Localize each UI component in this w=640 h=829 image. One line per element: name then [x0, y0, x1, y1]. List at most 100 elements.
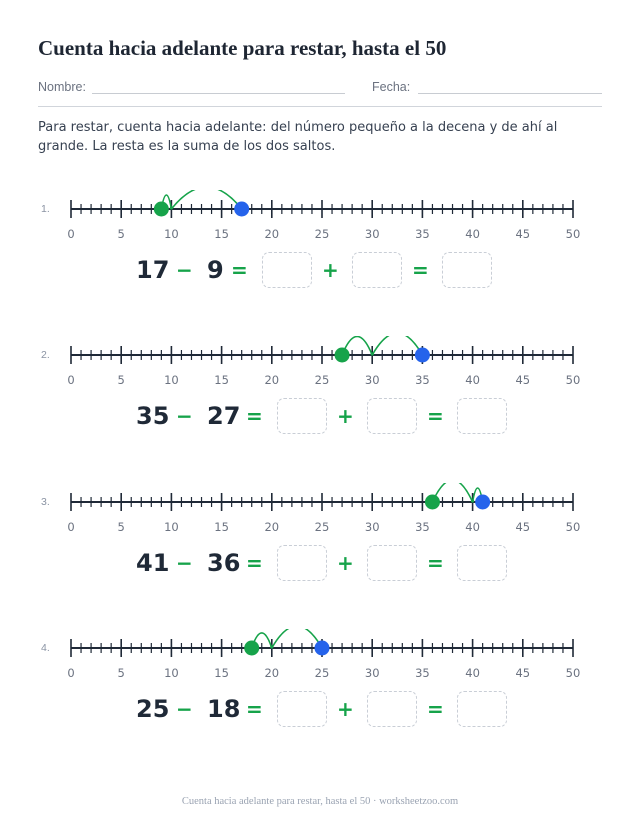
- tick-label: 25: [315, 227, 330, 241]
- equals-sign: =: [427, 404, 444, 428]
- second-jump-answer-box[interactable]: [352, 252, 402, 288]
- problem-number: 1.: [41, 203, 50, 215]
- number-line: 0 5 10 15 20 25 30 35 40 45 50: [67, 483, 580, 534]
- first-jump-answer-box[interactable]: [277, 691, 327, 727]
- tens-marker: [370, 352, 374, 356]
- problem-number: 4.: [41, 642, 50, 654]
- difference-answer-box[interactable]: [457, 691, 507, 727]
- tick-label: 0: [67, 373, 74, 387]
- equals-sign: =: [427, 551, 444, 575]
- problem-2: 2. 0 5 10 15 20 25 30 35 40 45 50 35 − 27 = + =: [0, 336, 640, 466]
- header-divider: [38, 106, 602, 107]
- equation: 41 − 36 = + =: [0, 545, 640, 585]
- equation: 25 − 18 = + =: [0, 691, 640, 731]
- tick-label: 45: [515, 520, 530, 534]
- tick-label: 30: [365, 666, 380, 680]
- tens-marker: [169, 206, 173, 210]
- plus-sign: +: [322, 258, 339, 282]
- tick-label: 30: [365, 520, 380, 534]
- difference-answer-box[interactable]: [457, 545, 507, 581]
- tick-label: 5: [118, 520, 125, 534]
- tick-label: 30: [365, 227, 380, 241]
- equals-sign: =: [427, 697, 444, 721]
- jump-to-end-arc: [271, 629, 323, 649]
- second-jump-answer-box[interactable]: [367, 398, 417, 434]
- tick-label: 15: [214, 666, 229, 680]
- tick-label: 35: [415, 520, 430, 534]
- start-point: [334, 347, 350, 363]
- difference-answer-box[interactable]: [442, 252, 492, 288]
- tick-label: 45: [515, 373, 530, 387]
- instructions-text: Para restar, cuenta hacia adelante: del …: [38, 120, 558, 154]
- minuend: 25: [136, 695, 170, 723]
- difference-answer-box[interactable]: [457, 398, 507, 434]
- plus-sign: +: [337, 697, 354, 721]
- second-jump-answer-box[interactable]: [367, 691, 417, 727]
- problem-4: 4. 0 5 10 15 20 25 30 35 40 45 50 25 − 18 = + =: [0, 629, 640, 759]
- jump-to-end-arc: [371, 336, 424, 356]
- equals-sign: =: [231, 258, 248, 282]
- problem-1: 1. 0 5 10 15 20 25 30 35 40 45 50 17 − 9 = + =: [0, 190, 640, 320]
- tick-label: 25: [315, 520, 330, 534]
- tens-marker: [471, 499, 475, 503]
- date-field[interactable]: [418, 93, 602, 94]
- tick-label: 35: [415, 373, 430, 387]
- tick-label: 10: [164, 373, 179, 387]
- minus-sign: −: [176, 551, 193, 575]
- start-point: [153, 201, 169, 217]
- minuend: 41: [136, 549, 170, 577]
- problem-3: 3. 0 5 10 15 20 25 30 35 40 45 50 41 − 36 = + =: [0, 483, 640, 613]
- first-jump-answer-box[interactable]: [277, 545, 327, 581]
- end-point: [314, 640, 330, 656]
- worksheet-title: Cuenta hacia adelante para restar, hasta…: [38, 36, 447, 60]
- tick-label: 30: [365, 373, 380, 387]
- equation: 17 − 9 = + =: [0, 252, 640, 292]
- start-point: [244, 640, 260, 656]
- subtrahend: 36: [207, 549, 241, 577]
- end-point: [475, 494, 491, 510]
- tick-label: 20: [264, 227, 279, 241]
- first-jump-answer-box[interactable]: [277, 398, 327, 434]
- footer-credit: Cuenta hacia adelante para restar, hasta…: [181, 796, 459, 807]
- number-line: 0 5 10 15 20 25 30 35 40 45 50: [67, 190, 581, 241]
- tick-label: 10: [164, 520, 179, 534]
- minus-sign: −: [176, 404, 193, 428]
- tick-label: 15: [214, 373, 229, 387]
- tick-label: 40: [465, 373, 480, 387]
- minuend: 35: [136, 402, 170, 430]
- tick-label: 5: [118, 227, 125, 241]
- number-line: 0 5 10 15 20 25 30 35 40 45 50: [67, 336, 580, 387]
- tick-label: 5: [118, 666, 125, 680]
- subtrahend: 27: [207, 402, 241, 430]
- jump-to-end-arc: [170, 190, 243, 210]
- equals-sign: =: [246, 697, 263, 721]
- second-jump-answer-box[interactable]: [367, 545, 417, 581]
- minuend: 17: [136, 256, 170, 284]
- minus-sign: −: [176, 258, 193, 282]
- equation: 35 − 27 = + =: [0, 398, 640, 438]
- name-field[interactable]: [92, 93, 345, 94]
- tick-label: 10: [164, 666, 179, 680]
- tick-label: 20: [264, 666, 279, 680]
- tick-label: 0: [67, 227, 74, 241]
- subtrahend: 9: [207, 256, 224, 284]
- end-point: [414, 347, 430, 363]
- tick-label: 35: [415, 666, 430, 680]
- subtrahend: 18: [207, 695, 241, 723]
- equals-sign: =: [246, 551, 263, 575]
- date-label: Fecha:: [372, 80, 411, 94]
- tick-label: 35: [415, 227, 430, 241]
- equals-sign: =: [412, 258, 429, 282]
- tick-label: 5: [118, 373, 125, 387]
- problem-number: 2.: [41, 349, 50, 361]
- plus-sign: +: [337, 404, 354, 428]
- tick-label: 50: [566, 227, 581, 241]
- tick-label: 25: [315, 666, 330, 680]
- first-jump-answer-box[interactable]: [262, 252, 312, 288]
- tick-label: 50: [566, 666, 581, 680]
- tick-label: 45: [515, 227, 530, 241]
- tick-label: 20: [264, 520, 279, 534]
- problem-number: 3.: [41, 496, 50, 508]
- minus-sign: −: [176, 697, 193, 721]
- tick-label: 15: [214, 520, 229, 534]
